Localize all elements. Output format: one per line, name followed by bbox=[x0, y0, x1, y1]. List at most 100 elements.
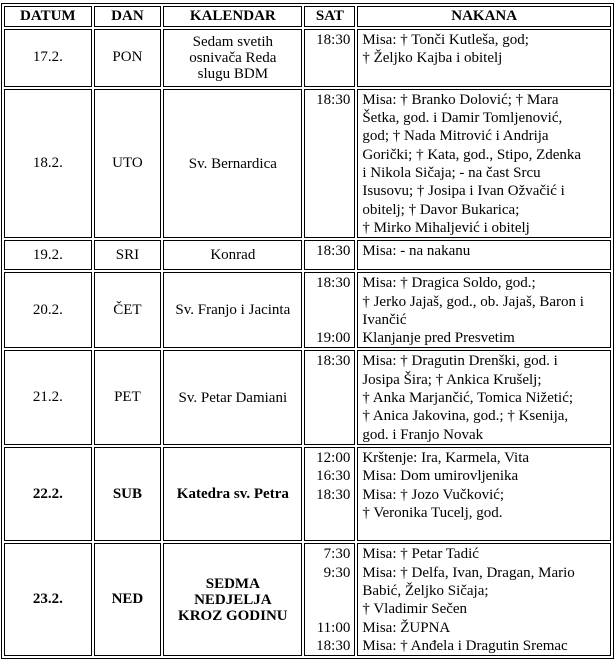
date-cell: 22.2. bbox=[4, 446, 92, 542]
time-line: 7:30 bbox=[323, 546, 351, 563]
intention-line: † Mirko Mihaljević i obitelj bbox=[362, 219, 530, 236]
time-line: 18:30 bbox=[316, 637, 351, 654]
time-line bbox=[309, 68, 350, 86]
day-cell: NED bbox=[93, 543, 162, 657]
time-cell: 18:30 bbox=[304, 350, 356, 445]
calendar-line: Sv. Bernardica bbox=[188, 155, 277, 172]
calendar-line: Sedam svetih bbox=[192, 33, 274, 50]
intention-line: † Anka Marjančić, Tomica Nižetić; bbox=[362, 390, 574, 407]
intention-cell: Misa: † Petar Tadić Misa: † Delfa, Ivan, … bbox=[357, 543, 611, 657]
intention-line: Misa: † Jozo Vučković; bbox=[362, 486, 505, 503]
calendar-cell: Katedra sv. Petra bbox=[163, 446, 303, 542]
intention-line: god. i Franjo Novak bbox=[362, 426, 484, 443]
date-cell: 19.2. bbox=[4, 240, 92, 271]
intention-line: Ivančić bbox=[362, 311, 407, 328]
time-line bbox=[309, 109, 350, 127]
header-datum: DATUM bbox=[4, 6, 92, 27]
time-line: 18:30 bbox=[316, 91, 351, 108]
intention-line bbox=[362, 522, 606, 540]
time-cell: 18:30 bbox=[304, 88, 356, 239]
intention-line: Misa: † Dragutin Drenški, god. i bbox=[362, 353, 558, 370]
intention-line: † Anica Jakovina, god.; † Ksenija, bbox=[362, 408, 569, 425]
calendar-line: SEDMA bbox=[205, 575, 260, 592]
intention-line: Babić, Željko Sičaja; bbox=[362, 583, 489, 600]
time-line bbox=[309, 164, 350, 182]
time-line bbox=[309, 504, 350, 522]
intention-line: † Jerko Jajaš, god., ob. Jajaš, Baron i bbox=[362, 293, 584, 310]
calendar-line: Sv. Franjo i Jacinta bbox=[175, 302, 291, 319]
calendar-line: Sv. Petar Damiani bbox=[178, 389, 288, 406]
intention-cell: Misa: † Tonči Kutleša, god; † Željko Kajb… bbox=[357, 29, 611, 87]
intention-line: Misa: † Delfa, Ivan, Dragan, Mario bbox=[362, 564, 575, 581]
intention-line: i Nikola Sičaja; - na čast Srcu bbox=[362, 165, 541, 182]
intention-line: † Veronika Tucelj, god. bbox=[362, 504, 503, 521]
header-nakana: NAKANA bbox=[357, 6, 611, 27]
time-line bbox=[309, 311, 350, 329]
day-cell: SUB bbox=[93, 446, 162, 542]
time-line: 18:30 bbox=[316, 275, 351, 292]
intention-line: Misa: † Dragica Soldo, god.; bbox=[362, 275, 536, 292]
time-cell: 18:30 19:00 bbox=[304, 272, 356, 349]
intention-cell: Misa: - na nakanu bbox=[357, 240, 611, 271]
time-line: 11:00 bbox=[316, 619, 351, 636]
header-kalendar: KALENDAR bbox=[163, 6, 303, 27]
time-line bbox=[309, 201, 350, 219]
table-row: 18.2. UTO Sv. Bernardica 18:30 Misa: † Brank… bbox=[4, 88, 611, 239]
intention-line: Gorički; † Kata, god., Stipo, Zdenka bbox=[362, 146, 582, 163]
time-line bbox=[309, 219, 350, 237]
calendar-cell: Sv. Franjo i Jacinta bbox=[163, 272, 303, 349]
date-cell: 18.2. bbox=[4, 88, 92, 239]
table-row: 19.2. SRI Konrad 18:30 Misa: - na nakanu bbox=[4, 240, 611, 271]
intention-line: god; † Nada Mitrović i Andrija bbox=[362, 128, 549, 145]
intention-line: Josipa Šira; † Ankica Krušelj; bbox=[362, 371, 542, 388]
time-line bbox=[309, 600, 350, 618]
intention-line: Misa: ŽUPNA bbox=[362, 619, 451, 636]
intention-line: Krštenje: Ira, Karmela, Vita bbox=[362, 449, 530, 466]
time-line bbox=[309, 522, 350, 540]
intention-line: Misa: † Branko Dolović; † Mara bbox=[362, 91, 559, 108]
time-line bbox=[309, 582, 350, 600]
time-line: 19:00 bbox=[316, 330, 351, 347]
intention-line: † Željko Kajba i obitelj bbox=[362, 50, 503, 67]
day-cell: SRI bbox=[93, 240, 162, 271]
time-line: 9:30 bbox=[323, 564, 351, 581]
time-line: 18:30 bbox=[316, 243, 351, 260]
schedule-body: 17.2. PON Sedam svetih osnivača Reda slugu B… bbox=[4, 29, 611, 657]
intention-line: Misa: † Petar Tadić bbox=[362, 546, 479, 563]
calendar-line: Konrad bbox=[210, 247, 256, 264]
intention-cell: Misa: † Dragutin Drenški, god. i Josipa Š… bbox=[357, 350, 611, 445]
date-cell: 23.2. bbox=[4, 543, 92, 657]
table-row: 21.2. PET Sv. Petar Damiani 18:30 Misa: † Dr… bbox=[4, 350, 611, 445]
time-line: 18:30 bbox=[316, 486, 351, 503]
time-line bbox=[309, 371, 350, 389]
intention-line: Misa: Dom umirovljenika bbox=[362, 468, 519, 485]
time-cell: 18:30 bbox=[304, 240, 356, 271]
calendar-cell: SEDMA NEDJELJA KROZ GODINU bbox=[163, 543, 303, 657]
calendar-cell: Konrad bbox=[163, 240, 303, 271]
date-cell: 20.2. bbox=[4, 272, 92, 349]
schedule-table: DATUM DAN KALENDAR SAT NAKANA 17.2. PON Se… bbox=[1, 3, 614, 659]
time-line: 16:30 bbox=[316, 468, 351, 485]
calendar-line: osnivača Reda bbox=[189, 49, 277, 66]
calendar-cell: Sv. Petar Damiani bbox=[163, 350, 303, 445]
day-cell: PON bbox=[93, 29, 162, 87]
time-line bbox=[309, 182, 350, 200]
time-line bbox=[309, 426, 350, 444]
time-line bbox=[309, 293, 350, 311]
table-row: 17.2. PON Sedam svetih osnivača Reda slugu B… bbox=[4, 29, 611, 87]
table-row: 23.2. NED SEDMA NEDJELJA KROZ GODINU 7:30 9:30… bbox=[4, 543, 611, 657]
time-cell: 12:00 16:30 18:30 bbox=[304, 446, 356, 542]
day-cell: UTO bbox=[93, 88, 162, 239]
calendar-line: slugu BDM bbox=[197, 65, 269, 82]
intention-line: † Vladimir Sečen bbox=[362, 601, 468, 618]
intention-cell: Misa: † Branko Dolović; † Mara Šetka, god… bbox=[357, 88, 611, 239]
day-cell: ČET bbox=[93, 272, 162, 349]
intention-line: Misa: † Anđela i Dragutin Sremac bbox=[362, 637, 568, 654]
intention-line: Klanjanje pred Presvetim bbox=[362, 330, 515, 347]
header-dan: DAN bbox=[93, 6, 162, 27]
header-sat: SAT bbox=[304, 6, 356, 27]
intention-line: Misa: - na nakanu bbox=[362, 243, 471, 260]
intention-line: obitelj; † Davor Bukarica; bbox=[362, 201, 520, 218]
intention-line: Isusovu; † Josipa i Ivan Ožvačić i bbox=[362, 183, 565, 200]
date-cell: 17.2. bbox=[4, 29, 92, 87]
